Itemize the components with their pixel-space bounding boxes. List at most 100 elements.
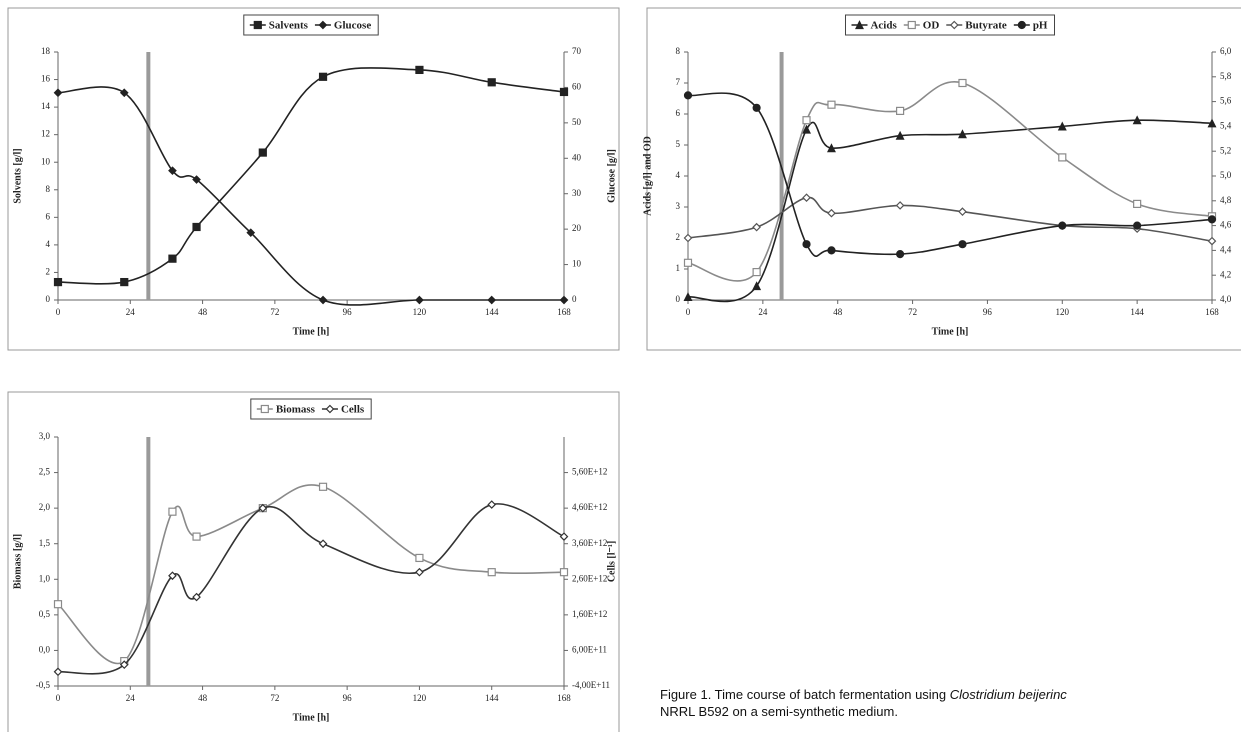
y-tick-label: 3 [676,201,681,211]
marker [827,208,836,218]
x-axis-label: Time [h] [293,712,330,723]
marker [895,201,905,210]
series-line [57,484,565,665]
legend: Biomass Cells [250,398,372,420]
y2-tick-label: 4,6 [1220,220,1232,230]
legend-box [250,398,372,420]
marker [168,507,177,516]
caption-text: Figure 1. Time course of batch fermentat… [660,687,950,702]
x-tick-label: 48 [198,307,208,317]
chart-frame [7,7,620,351]
marker [318,482,328,491]
marker [1207,236,1217,246]
y2-tick-label: 1,60E+12 [572,609,607,619]
y2-tick-label: 4,2 [1220,269,1231,279]
x-tick-label: 72 [270,693,279,703]
x-tick-label: 96 [343,307,353,317]
legend-marker [325,404,335,414]
marker [958,207,967,216]
y2-tick-label: 2,60E+12 [572,573,607,583]
x-tick-label: 144 [485,307,499,317]
y-tick-label: 4 [46,239,51,249]
marker [1057,121,1067,131]
marker [559,87,569,97]
y2-tick-label: 5,4 [1220,120,1232,130]
marker [958,129,967,139]
marker [168,254,177,263]
y-axis-label: Biomass [g/l] [12,534,23,589]
y2-tick-label: 30 [572,188,582,198]
marker [559,532,569,541]
legend-label: Cells [341,404,365,416]
marker [318,72,328,81]
y-tick-label: 12 [41,129,50,139]
marker [168,571,177,581]
y2-tick-label: 4,60E+12 [572,502,607,512]
marker [258,148,267,157]
y2-tick-label: 4,8 [1220,195,1232,205]
x-tick-label: 0 [56,693,61,703]
marker [802,240,811,249]
y-tick-label: 2,5 [39,467,51,477]
legend-marker [1017,20,1026,30]
y2-tick-label: 10 [572,259,582,269]
marker [487,295,497,305]
marker [1207,118,1217,128]
y-tick-label: 1 [676,263,681,273]
x-tick-label: 120 [413,693,427,703]
marker [415,553,424,563]
marker [120,277,129,287]
marker [802,116,811,125]
x-tick-label: 144 [485,693,499,703]
marker [683,292,693,301]
legend: Salvents Glucose [243,14,379,36]
y-tick-label: 0 [676,294,681,304]
caption-text: NRRL B592 on a semi-synthetic medium. [660,704,898,719]
caption: Figure 1. Time course of batch fermentat… [660,686,1067,720]
marker [192,222,201,232]
marker [246,228,256,238]
legend-label: OD [923,20,940,32]
legend-marker [907,20,916,30]
y2-axis-label: Glucose [g/l] [606,149,617,203]
y2-tick-label: 6,00E+11 [572,644,607,654]
x-tick-label: 168 [1205,307,1219,317]
marker [415,65,424,75]
y-tick-label: -0,5 [36,680,51,690]
marker [53,277,63,287]
marker [192,592,201,602]
y2-tick-label: 5,2 [1220,145,1231,155]
y-tick-label: 2,0 [39,502,51,512]
legend-label: Glucose [334,20,371,32]
legend: Acids OD Butyrate pH [844,14,1056,36]
caption-organism: Clostridium beijerinc [949,687,1067,702]
marker [559,568,569,577]
y2-tick-label: 50 [572,117,582,127]
x-tick-label: 168 [557,307,571,317]
marker [487,78,496,87]
series-line [57,67,565,285]
marker [192,175,201,184]
legend-label: Biomass [276,404,316,416]
marker [487,500,497,509]
marker [895,250,905,259]
marker [958,240,967,249]
marker [1133,199,1142,208]
marker [1133,221,1142,230]
y-tick-label: 16 [41,74,51,84]
legend-marker [949,20,959,30]
marker [827,143,836,153]
y2-tick-label: 5,8 [1220,71,1232,81]
x-tick-label: 0 [56,307,61,317]
marker [53,667,63,677]
y-tick-label: 14 [41,101,51,111]
marker [415,567,424,577]
marker [683,258,693,267]
y2-tick-label: 20 [572,223,582,233]
x-tick-label: 144 [1130,307,1144,317]
marker [1058,221,1067,230]
legend-label: Acids [870,20,897,32]
x-tick-label: 96 [343,693,353,703]
